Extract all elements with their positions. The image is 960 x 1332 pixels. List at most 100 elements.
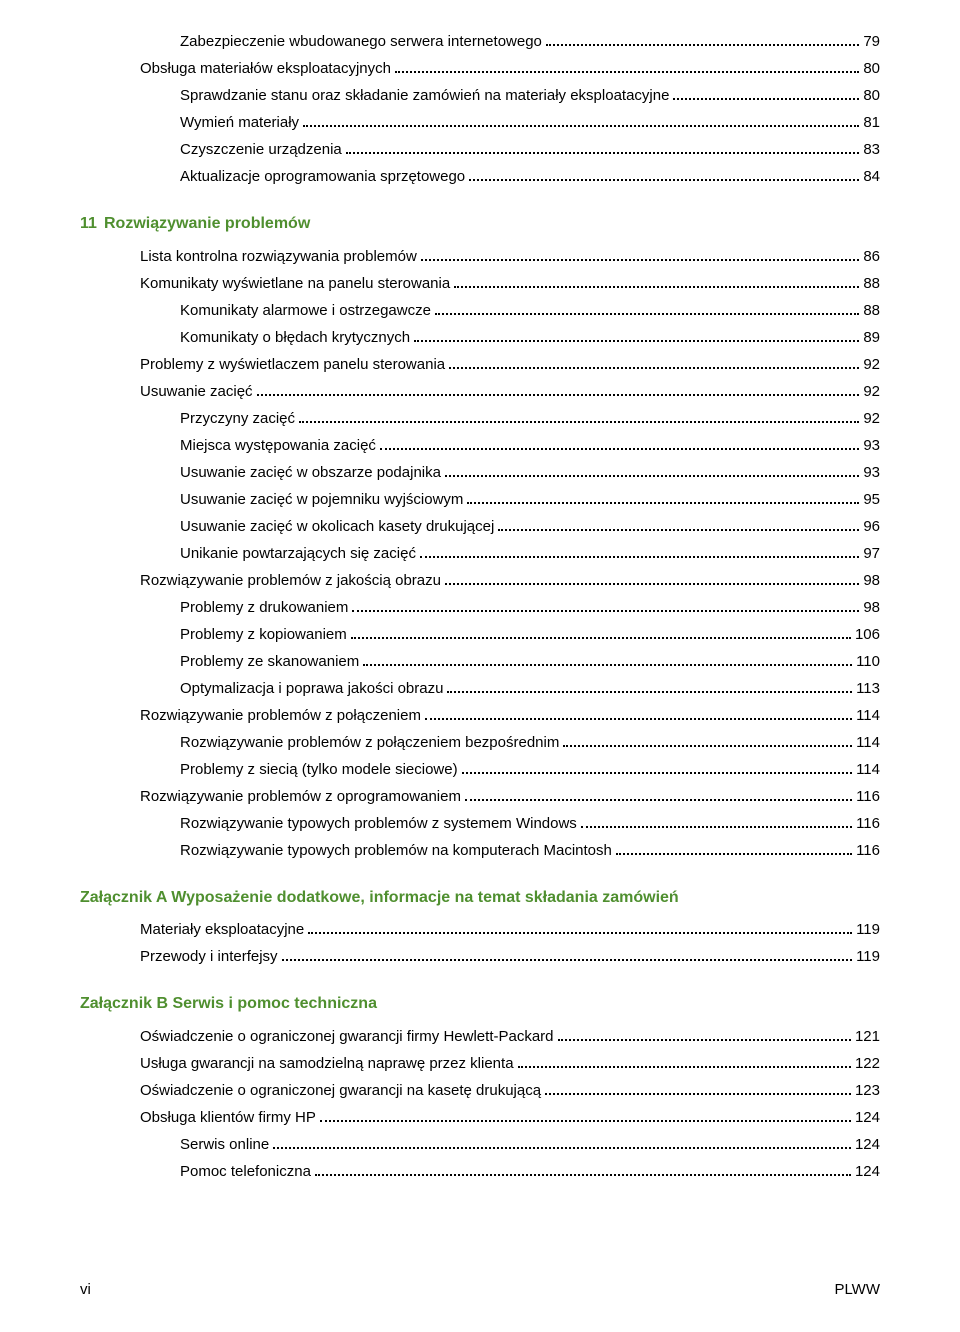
toc-entry[interactable]: Problemy ze skanowaniem110 xyxy=(80,650,880,674)
chapter-number: 11 xyxy=(80,211,104,237)
toc-entry[interactable]: Usuwanie zacięć w obszarze podajnika93 xyxy=(80,461,880,485)
toc-entry-page: 124 xyxy=(855,1133,880,1157)
toc-entry-page: 92 xyxy=(863,353,880,377)
toc-entry-page: 119 xyxy=(856,945,880,969)
toc-entry-text: Usuwanie zacięć xyxy=(140,380,253,404)
toc-entry[interactable]: Rozwiązywanie typowych problemów na komp… xyxy=(80,839,880,863)
toc-leader-dots xyxy=(673,98,859,100)
toc-entry-text: Usuwanie zacięć w pojemniku wyjściowym xyxy=(180,488,463,512)
toc-entry[interactable]: Usuwanie zacięć w okolicach kasety druku… xyxy=(80,515,880,539)
toc-entry-page: 122 xyxy=(855,1052,880,1076)
toc-entry-text: Materiały eksploatacyjne xyxy=(140,918,304,942)
toc-entry-page: 80 xyxy=(863,84,880,108)
toc-entry-page: 98 xyxy=(863,569,880,593)
toc-entry[interactable]: Problemy z drukowaniem98 xyxy=(80,596,880,620)
toc-entry[interactable]: Oświadczenie o ograniczonej gwarancji fi… xyxy=(80,1025,880,1049)
toc-entry[interactable]: Usługa gwarancji na samodzielną naprawę … xyxy=(80,1052,880,1076)
toc-entry[interactable]: Rozwiązywanie problemów z połączeniem be… xyxy=(80,731,880,755)
toc-leader-dots xyxy=(414,340,859,342)
toc-entry-page: 93 xyxy=(863,434,880,458)
toc-entry-text: Problemy z siecią (tylko modele sieciowe… xyxy=(180,758,458,782)
toc-entry[interactable]: Zabezpieczenie wbudowanego serwera inter… xyxy=(80,30,880,54)
toc-entry-text: Problemy ze skanowaniem xyxy=(180,650,359,674)
toc-leader-dots xyxy=(435,313,859,315)
toc-entry-page: 95 xyxy=(863,488,880,512)
toc-leader-dots xyxy=(445,475,859,477)
toc-entry[interactable]: Lista kontrolna rozwiązywania problemów 8… xyxy=(80,245,880,269)
toc-entry-page: 86 xyxy=(863,245,880,269)
toc-entry[interactable]: Oświadczenie o ograniczonej gwarancji na… xyxy=(80,1079,880,1103)
toc-entry[interactable]: Optymalizacja i poprawa jakości obrazu 11… xyxy=(80,677,880,701)
toc-entry-text: Rozwiązywanie problemów z jakością obraz… xyxy=(140,569,441,593)
toc-entry[interactable]: Rozwiązywanie problemów z oprogramowanie… xyxy=(80,785,880,809)
toc-entry-page: 83 xyxy=(863,138,880,162)
toc-entry[interactable]: Rozwiązywanie typowych problemów z syste… xyxy=(80,812,880,836)
toc-leader-dots xyxy=(563,745,852,747)
toc-entry[interactable]: Sprawdzanie stanu oraz składanie zamówie… xyxy=(80,84,880,108)
toc-entry-page: 116 xyxy=(856,812,880,836)
toc-entry[interactable]: Serwis online124 xyxy=(80,1133,880,1157)
toc-leader-dots xyxy=(445,583,859,585)
toc-entry-text: Usuwanie zacięć w okolicach kasety druku… xyxy=(180,515,494,539)
chapter-title-text: Rozwiązywanie problemów xyxy=(104,215,310,232)
toc-entry-text: Usługa gwarancji na samodzielną naprawę … xyxy=(140,1052,514,1076)
toc-entry-page: 116 xyxy=(856,785,880,809)
toc-leader-dots xyxy=(498,529,859,531)
toc-entry-page: 89 xyxy=(863,326,880,350)
toc-entry-page: 79 xyxy=(863,30,880,54)
toc-entry-page: 113 xyxy=(856,677,880,701)
toc-leader-dots xyxy=(282,959,853,961)
toc-entry[interactable]: Aktualizacje oprogramowania sprzętowego8… xyxy=(80,165,880,189)
toc-entry[interactable]: Materiały eksploatacyjne119 xyxy=(80,918,880,942)
toc-entry-page: 88 xyxy=(863,272,880,296)
toc-entry-text: Problemy z wyświetlaczem panelu sterowan… xyxy=(140,353,445,377)
toc-entry-text: Pomoc telefoniczna xyxy=(180,1160,311,1184)
toc-entry-page: 98 xyxy=(863,596,880,620)
toc-entry[interactable]: Problemy z siecią (tylko modele sieciowe… xyxy=(80,758,880,782)
toc-entry[interactable]: Rozwiązywanie problemów z połączeniem114 xyxy=(80,704,880,728)
toc-entry-text: Komunikaty o błędach krytycznych xyxy=(180,326,410,350)
toc-entry-page: 81 xyxy=(863,111,880,135)
toc-entry[interactable]: Usuwanie zacięć92 xyxy=(80,380,880,404)
toc-entry[interactable]: Unikanie powtarzających się zacięć97 xyxy=(80,542,880,566)
toc-entry[interactable]: Czyszczenie urządzenia83 xyxy=(80,138,880,162)
toc-entry-text: Lista kontrolna rozwiązywania problemów xyxy=(140,245,417,269)
toc-entry-text: Unikanie powtarzających się zacięć xyxy=(180,542,416,566)
toc-entry-page: 114 xyxy=(856,731,880,755)
toc-leader-dots xyxy=(546,44,859,46)
toc-entry[interactable]: Rozwiązywanie problemów z jakością obraz… xyxy=(80,569,880,593)
toc-entry[interactable]: Problemy z kopiowaniem106 xyxy=(80,623,880,647)
toc-entry[interactable]: Wymień materiały81 xyxy=(80,111,880,135)
toc-entry[interactable]: Problemy z wyświetlaczem panelu sterowan… xyxy=(80,353,880,377)
toc-entry[interactable]: Obsługa materiałów eksploatacyjnych80 xyxy=(80,57,880,81)
toc-entry-text: Rozwiązywanie typowych problemów na komp… xyxy=(180,839,612,863)
chapter-heading: Załącznik A Wyposażenie dodatkowe, infor… xyxy=(80,885,880,911)
toc-leader-dots xyxy=(315,1174,851,1176)
toc-entry-page: 96 xyxy=(863,515,880,539)
chapter-heading: Załącznik B Serwis i pomoc techniczna xyxy=(80,991,880,1017)
toc-entry-text: Rozwiązywanie problemów z oprogramowanie… xyxy=(140,785,461,809)
toc-entry-text: Miejsca występowania zacięć xyxy=(180,434,376,458)
toc-entry[interactable]: Obsługa klientów firmy HP124 xyxy=(80,1106,880,1130)
toc-container: Zabezpieczenie wbudowanego serwera inter… xyxy=(80,30,880,1184)
toc-entry-text: Rozwiązywanie typowych problemów z syste… xyxy=(180,812,577,836)
toc-leader-dots xyxy=(616,853,852,855)
toc-entry[interactable]: Usuwanie zacięć w pojemniku wyjściowym 95 xyxy=(80,488,880,512)
toc-entry[interactable]: Przyczyny zacięć92 xyxy=(80,407,880,431)
toc-leader-dots xyxy=(273,1147,851,1149)
toc-entry-text: Obsługa klientów firmy HP xyxy=(140,1106,316,1130)
toc-leader-dots xyxy=(449,367,859,369)
toc-leader-dots xyxy=(425,718,852,720)
toc-entry[interactable]: Miejsca występowania zacięć 93 xyxy=(80,434,880,458)
toc-entry-text: Optymalizacja i poprawa jakości obrazu xyxy=(180,677,443,701)
toc-entry-page: 116 xyxy=(856,839,880,863)
toc-entry[interactable]: Komunikaty alarmowe i ostrzegawcze88 xyxy=(80,299,880,323)
toc-entry[interactable]: Pomoc telefoniczna124 xyxy=(80,1160,880,1184)
toc-entry[interactable]: Komunikaty o błędach krytycznych 89 xyxy=(80,326,880,350)
toc-entry-page: 123 xyxy=(855,1079,880,1103)
toc-entry[interactable]: Komunikaty wyświetlane na panelu sterowa… xyxy=(80,272,880,296)
chapter-title-text: Załącznik A Wyposażenie dodatkowe, infor… xyxy=(80,889,679,906)
toc-entry[interactable]: Przewody i interfejsy119 xyxy=(80,945,880,969)
toc-entry-text: Aktualizacje oprogramowania sprzętowego xyxy=(180,165,465,189)
toc-entry-text: Przyczyny zacięć xyxy=(180,407,295,431)
